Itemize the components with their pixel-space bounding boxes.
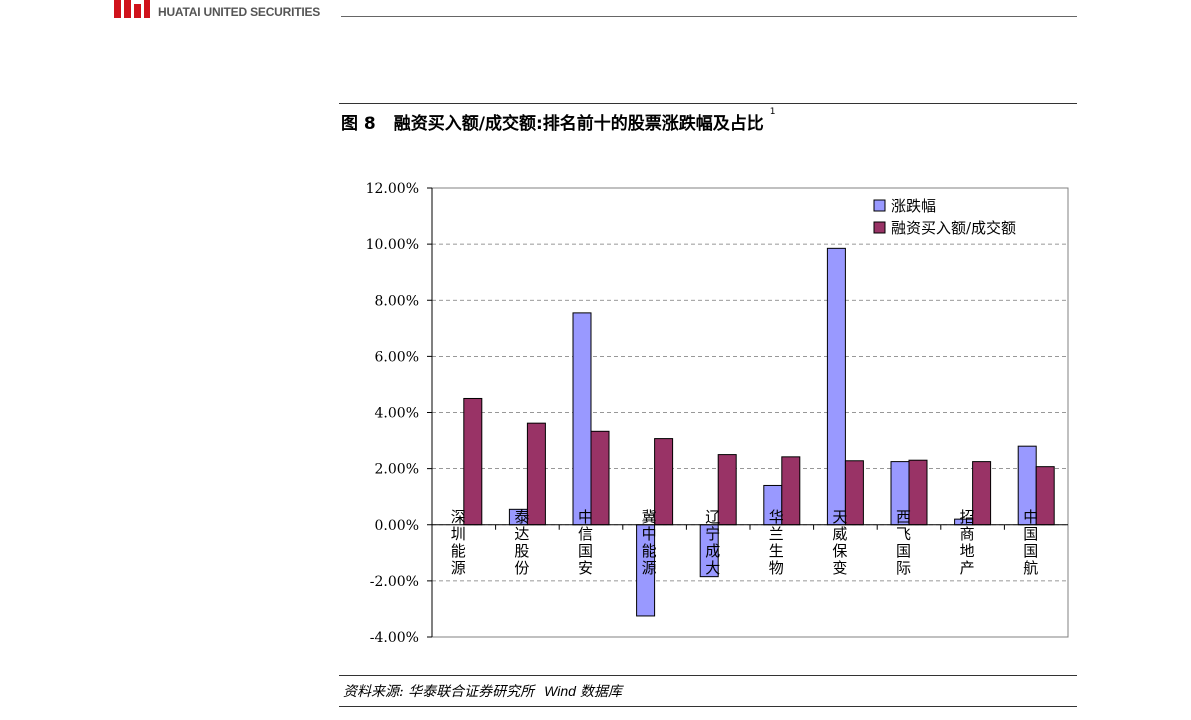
- y-tick-label: 2.00%: [375, 462, 419, 478]
- figure-footnote: 1: [769, 107, 776, 117]
- legend-swatch: [873, 199, 886, 212]
- company-logo: HUATAI UNITED SECURITIES: [112, 0, 320, 22]
- figure-label: 图 8: [341, 114, 376, 134]
- y-tick-label: 10.00%: [366, 237, 419, 253]
- x-category-label: 冀中能源: [640, 509, 658, 577]
- figure-title: 图 8 融资买入额/成交额:排名前十的股票涨跌幅及占比 1: [341, 107, 776, 134]
- legend-label: 融资买入额/成交额: [891, 219, 1016, 237]
- figure-title-text: 融资买入额/成交额:排名前十的股票涨跌幅及占比: [393, 114, 764, 134]
- y-tick-label: 8.00%: [375, 293, 419, 309]
- y-tick-label: 12.00%: [366, 181, 419, 197]
- x-category-label: 辽宁成大: [703, 509, 721, 577]
- x-category-label: 中国国航: [1021, 509, 1039, 577]
- x-category-label: 华兰生物: [767, 509, 785, 577]
- y-tick-label: 0.00%: [375, 518, 419, 534]
- legend-swatch: [873, 221, 886, 234]
- title-divider: [339, 103, 1077, 104]
- source-note: 资料来源: 华泰联合证券研究所 Wind 数据库: [343, 681, 622, 701]
- x-category-label: 招商地产: [958, 509, 976, 577]
- header-divider: [341, 16, 1077, 17]
- huatai-logo-icon: [114, 0, 150, 18]
- bar-change: [572, 312, 592, 526]
- y-tick-label: -2.00%: [370, 574, 419, 590]
- source-prefix: 资料来源: 华泰联合证券研究所: [343, 684, 535, 700]
- x-category-label: 中信国安: [576, 509, 594, 577]
- x-category-label: 深圳能源: [449, 509, 467, 577]
- legend-label: 涨跌幅: [891, 197, 936, 215]
- x-category-label: 泰达股份: [512, 509, 530, 577]
- y-tick-label: -4.00%: [370, 630, 419, 646]
- source-wind: Wind: [544, 683, 576, 699]
- bar-change: [826, 247, 846, 526]
- bar-margin-ratio: [463, 397, 483, 526]
- source-top-divider: [339, 675, 1077, 676]
- x-category-label: 天威保变: [830, 509, 848, 577]
- logo-text: HUATAI UNITED SECURITIES: [158, 5, 321, 19]
- y-tick-label: 4.00%: [375, 406, 419, 422]
- x-category-label: 西飞国际: [894, 509, 912, 577]
- source-bottom-divider: [339, 706, 1077, 707]
- y-tick-label: 6.00%: [375, 349, 419, 365]
- source-suffix: 数据库: [579, 684, 622, 700]
